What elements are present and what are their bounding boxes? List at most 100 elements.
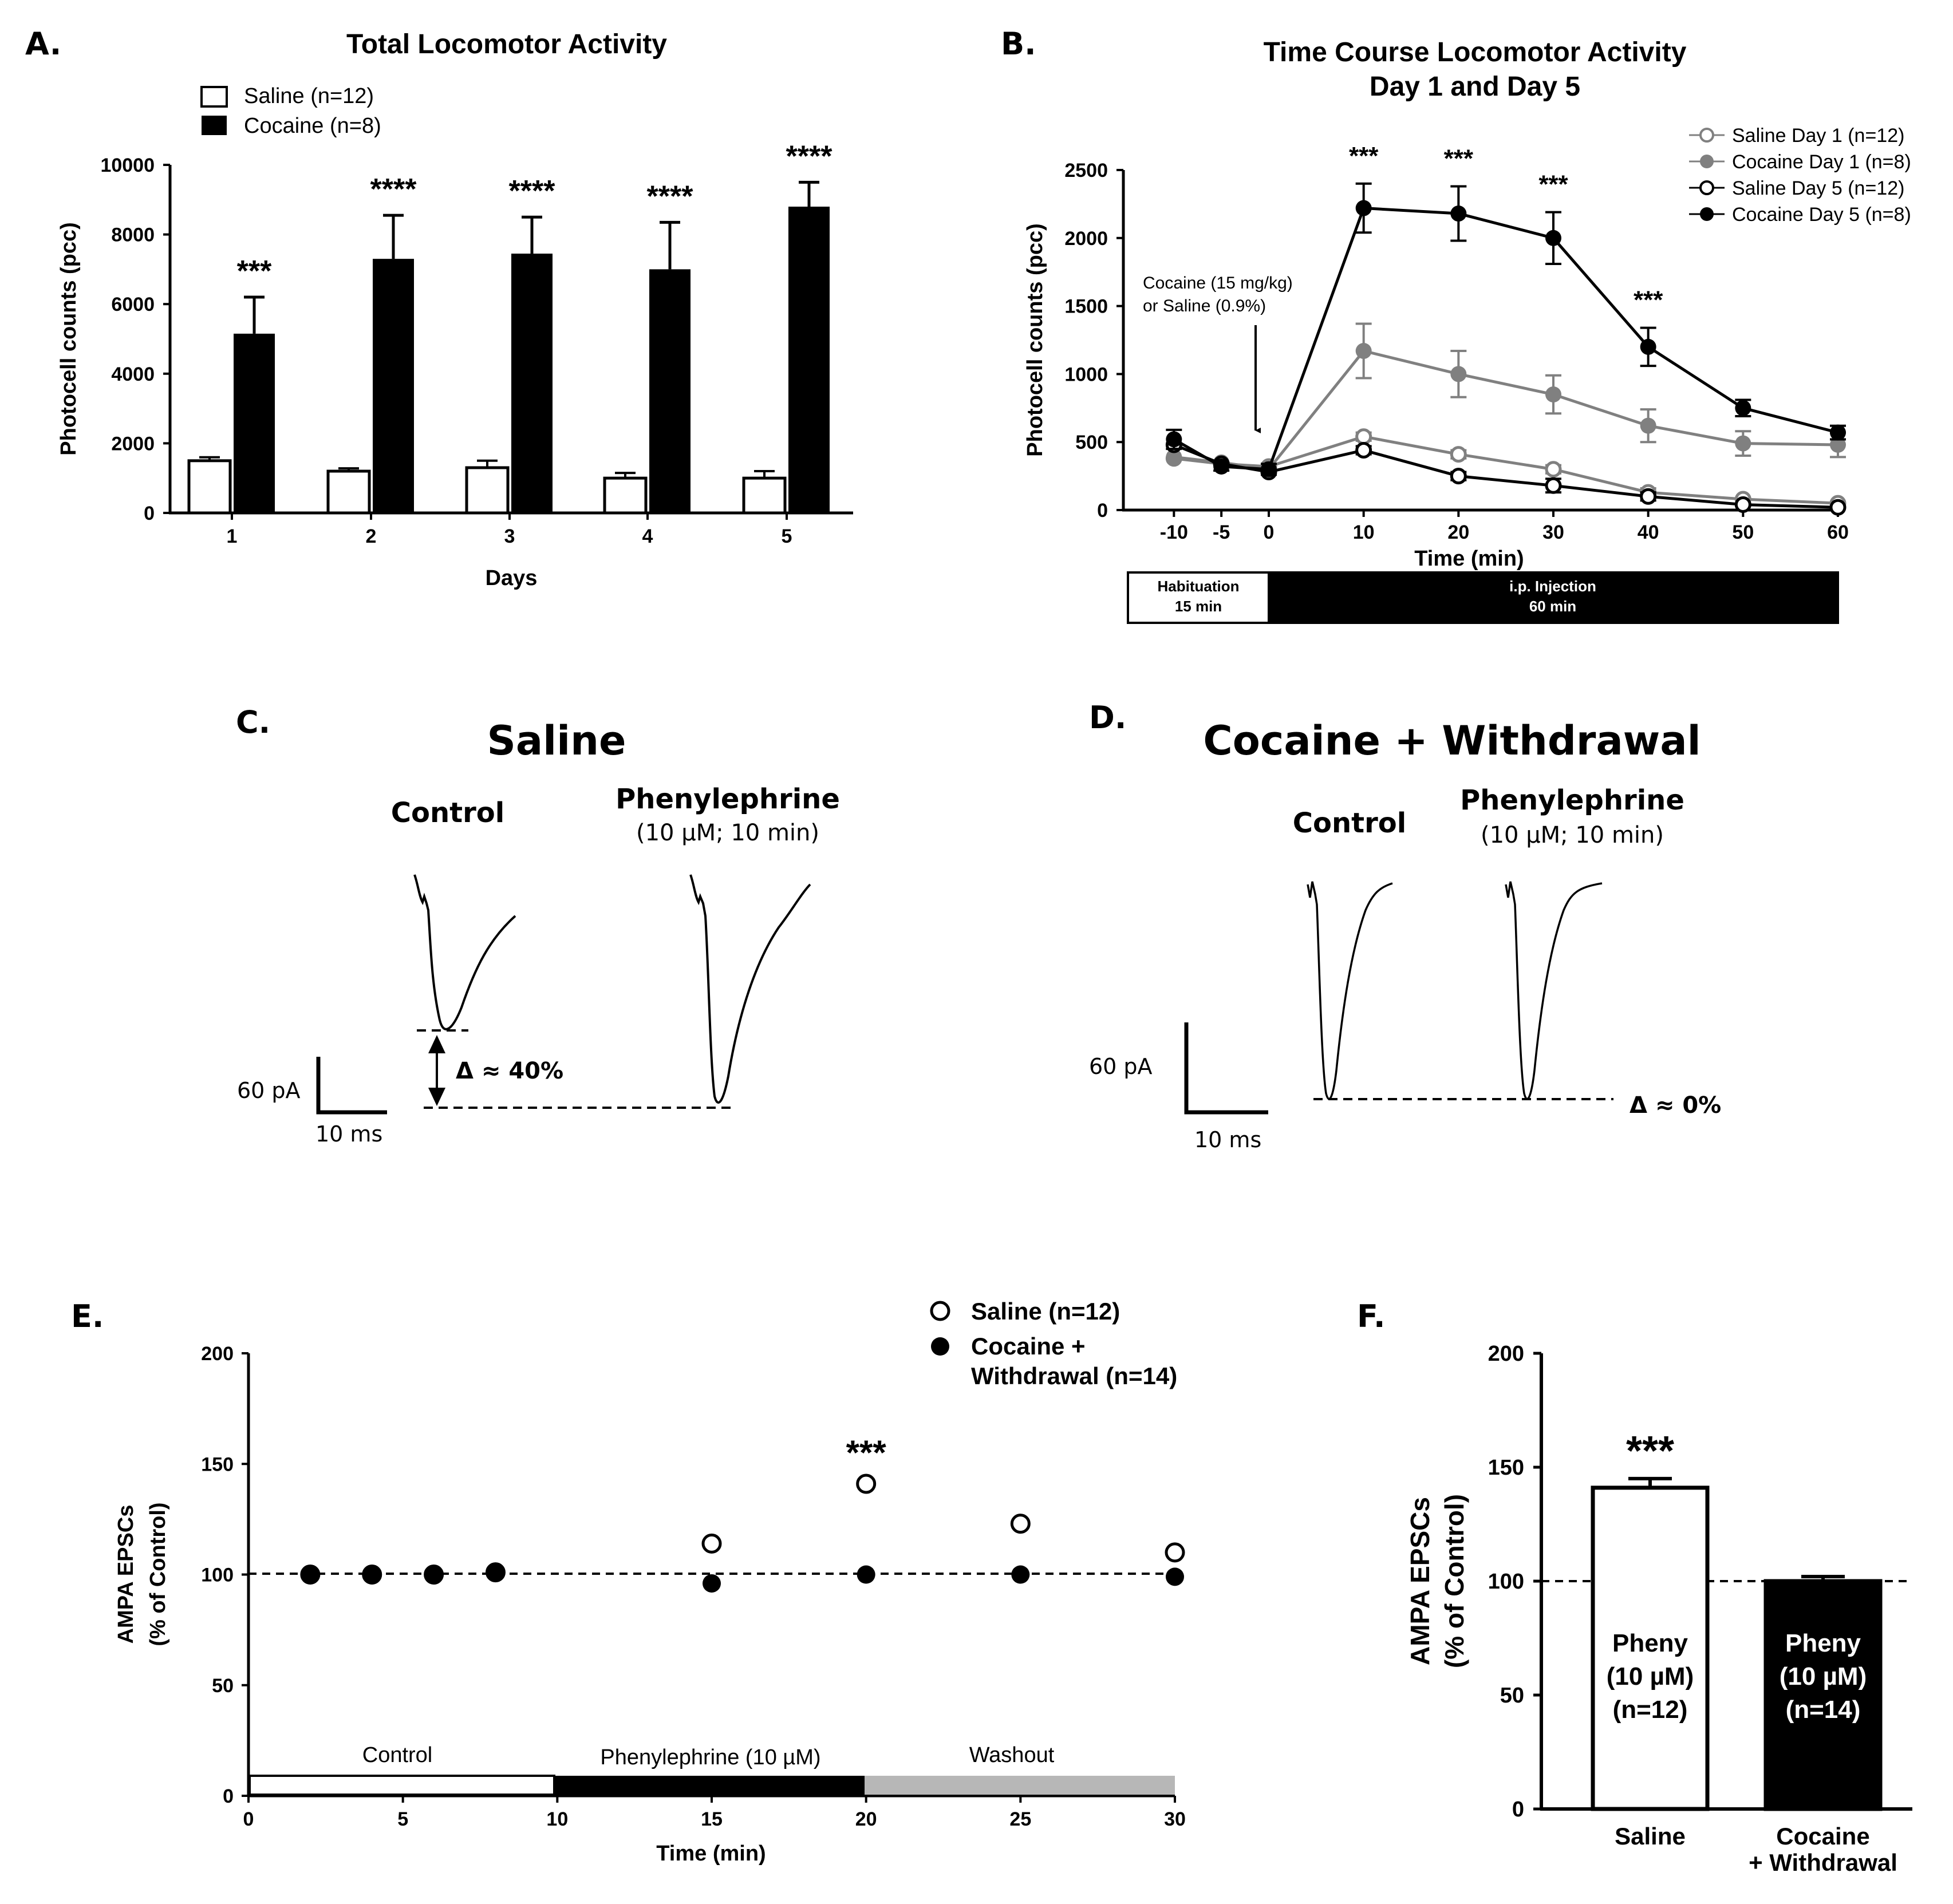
phase-phenylephrine — [554, 1776, 865, 1795]
a-bar-saline — [326, 469, 371, 515]
panel-e-label: E. — [71, 1298, 104, 1334]
panel-b-y-ticks: 0 500 1000 1500 2000 2500 — [1064, 160, 1123, 522]
b-ytick-label: 2500 — [1064, 160, 1108, 181]
panel-d-title: Cocaine + Withdrawal — [1203, 717, 1701, 764]
a-ytick-label: 10000 — [100, 155, 155, 176]
panel-b-ylabel: Photocell counts (pcc) — [1023, 223, 1047, 456]
e-xtick-label: 15 — [701, 1808, 723, 1830]
b-point — [1640, 488, 1657, 505]
a-ytick-label: 2000 — [111, 433, 155, 455]
b-point — [1735, 400, 1751, 416]
b-point — [1450, 468, 1467, 485]
a-xtick-label: 2 — [366, 526, 377, 547]
f-significance: *** — [1626, 1428, 1674, 1474]
timeline-habituation-sub: 15 min — [1175, 598, 1222, 615]
e-point-cocaine — [486, 1563, 505, 1582]
b-point — [1829, 499, 1847, 516]
panel-a-label: A. — [25, 26, 61, 62]
e-ytick-label: 100 — [201, 1565, 234, 1586]
legend-e-cocaine-marker — [931, 1337, 949, 1356]
f-bar — [1763, 1579, 1883, 1811]
a-ytick-label: 8000 — [111, 224, 155, 246]
b-point — [1450, 446, 1467, 463]
b-significance: *** — [1349, 142, 1379, 170]
panel-c-control-label: Control — [391, 797, 504, 829]
b-point — [1450, 366, 1467, 382]
b-ytick-label: 2000 — [1064, 228, 1108, 250]
b-xtick-label: 0 — [1264, 522, 1275, 543]
e-point-saline — [1165, 1542, 1185, 1563]
e-xtick-label: 5 — [397, 1808, 408, 1830]
panel-c-scalebar — [316, 1057, 387, 1115]
panel-c-title: Saline — [487, 717, 626, 764]
panel-b-legend: Saline Day 1 (n=12) Cocaine Day 1 (n=8) … — [1689, 125, 1911, 226]
panel-c-drug-sub: (10 µM; 10 min) — [636, 820, 819, 846]
panel-a-title: Total Locomotor Activity — [346, 29, 667, 60]
panel-d-scale-x: 10 ms — [1194, 1127, 1261, 1152]
e-point-cocaine — [1011, 1565, 1030, 1584]
b-xtick-label: 10 — [1353, 522, 1375, 543]
injection-annotation-line2: or Saline (0.9%) — [1143, 297, 1266, 315]
f-bar — [1591, 1486, 1710, 1811]
e-point-cocaine — [301, 1565, 319, 1584]
timeline-habituation-label: Habituation — [1158, 578, 1240, 595]
legend-marker-saline-day1 — [1699, 128, 1714, 143]
legend-saline-day1: Saline Day 1 (n=12) — [1732, 125, 1904, 147]
a-ytick-label: 4000 — [111, 364, 155, 385]
a-xtick-label: 3 — [504, 526, 515, 547]
f-ytick-label: 50 — [1500, 1684, 1524, 1708]
panel-a-y-ticks: 0 2000 4000 6000 8000 10000 — [100, 155, 170, 524]
phase-washout-label: Washout — [969, 1743, 1055, 1767]
trace-saline-phenylephrine — [689, 874, 811, 1104]
panel-a-x-ticks: 1 2 3 4 5 — [227, 513, 792, 547]
panel-b-title: Time Course Locomotor Activity — [1264, 37, 1687, 68]
b-ytick-label: 1500 — [1064, 296, 1108, 318]
panel-d-scalebar — [1184, 1022, 1268, 1115]
legend-e-saline: Saline (n=12) — [971, 1298, 1120, 1325]
trace-cocaine-control — [1307, 881, 1393, 1100]
a-bar-cocaine — [234, 333, 275, 513]
a-xtick-label: 5 — [782, 526, 792, 547]
legend-cocaine-day1: Cocaine Day 1 (n=8) — [1732, 151, 1911, 173]
e-significance: *** — [846, 1433, 887, 1472]
trace-cocaine-phenylephrine — [1505, 881, 1603, 1100]
phase-control — [248, 1775, 555, 1796]
panel-f-y-ticks: 0 50 100 150 200 — [1488, 1342, 1541, 1822]
panel-e-ylabel-line2: (% of Control) — [146, 1502, 170, 1646]
f-ytick-label: 200 — [1488, 1342, 1524, 1366]
timeline-injection — [1268, 571, 1839, 624]
f-category-label: Cocaine — [1776, 1823, 1869, 1850]
e-ytick-label: 50 — [212, 1675, 234, 1697]
b-point — [1830, 436, 1846, 453]
b-xtick-label: -10 — [1160, 522, 1188, 543]
e-xtick-label: 10 — [546, 1808, 568, 1830]
panel-f: F. 0 50 100 150 200 Pheny (10 µM) (n=12) *** Sal… — [1357, 1298, 1912, 1876]
legend-marker-cocaine-day1 — [1700, 155, 1714, 168]
a-xtick-label: 1 — [227, 526, 238, 547]
e-point-cocaine — [703, 1574, 721, 1593]
panel-e-xlabel: Time (min) — [656, 1842, 766, 1866]
timeline-habituation — [1127, 571, 1270, 624]
b-point — [1166, 431, 1182, 448]
panel-e-points — [300, 1474, 1185, 1593]
b-xtick-label: 50 — [1732, 522, 1754, 543]
b-point — [1734, 496, 1751, 513]
b-ytick-label: 1000 — [1064, 364, 1108, 385]
legend-cocaine-label: Cocaine (n=8) — [244, 114, 381, 138]
b-point — [1830, 424, 1846, 441]
legend-saline-day5: Saline Day 5 (n=12) — [1732, 177, 1904, 199]
b-point — [1355, 441, 1372, 459]
e-ytick-label: 0 — [223, 1786, 234, 1807]
legend-e-cocaine-line1: Cocaine + — [971, 1333, 1086, 1360]
f-category-label: Saline — [1615, 1823, 1686, 1850]
e-xtick-label: 25 — [1009, 1808, 1031, 1830]
b-point — [1355, 200, 1372, 216]
e-point-cocaine — [424, 1565, 443, 1584]
panel-f-ylabel-line1: AMPA EPSCs — [1405, 1497, 1435, 1665]
f-category-label: + Withdrawal — [1749, 1849, 1897, 1876]
a-xtick-label: 4 — [642, 526, 653, 547]
panel-d-control-label: Control — [1293, 807, 1406, 839]
f-ytick-label: 100 — [1488, 1570, 1524, 1594]
panel-f-label: F. — [1357, 1298, 1385, 1334]
e-point-saline — [856, 1474, 877, 1494]
